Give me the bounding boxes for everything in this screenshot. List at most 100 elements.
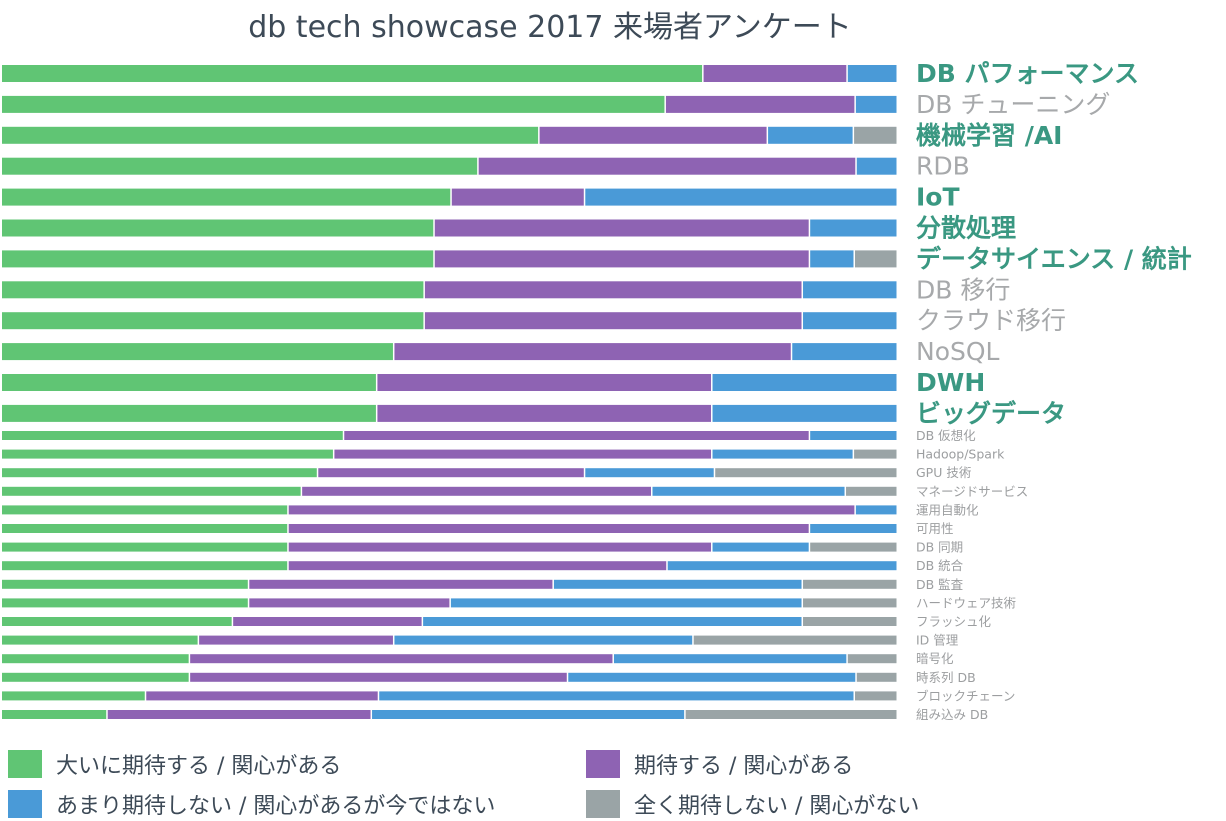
category-label: DB パフォーマンス — [916, 59, 1139, 88]
category-label: クラウド移行 — [916, 306, 1066, 335]
bar-segment — [2, 486, 301, 496]
category-label: ハードウェア技術 — [916, 595, 1016, 610]
category-label: 機械学習 /AI — [916, 121, 1063, 150]
category-label: 暗号化 — [916, 651, 954, 666]
bar-segment — [856, 157, 897, 175]
category-label: 時系列 DB — [916, 670, 976, 685]
bar-segment — [539, 126, 767, 144]
bar-segment — [803, 617, 897, 626]
bar-segment — [199, 635, 393, 645]
category-label: IoT — [916, 183, 960, 212]
bar-segment — [856, 672, 897, 682]
bar-segment — [2, 157, 478, 175]
bar-segment — [249, 598, 450, 608]
bar-segment — [810, 524, 897, 533]
bar-segment — [344, 431, 809, 440]
bar-segment — [146, 691, 378, 701]
bar-segment — [2, 505, 288, 515]
bar-segment — [2, 579, 248, 589]
category-label: GPU 技術 — [916, 465, 971, 480]
bar-segment — [2, 524, 288, 533]
bar-segment — [810, 431, 897, 440]
bar-segment — [2, 449, 333, 459]
bar-segment — [712, 449, 853, 459]
bar-segment — [434, 219, 809, 237]
bar-segment — [190, 672, 567, 682]
bar-segment — [451, 188, 584, 206]
bar-segment — [2, 598, 248, 608]
bar-segment — [107, 710, 371, 719]
bar-segment — [424, 312, 802, 330]
bar-segment — [2, 65, 703, 82]
bar-segment — [854, 250, 897, 268]
bar-segment — [377, 404, 712, 422]
bar-segment — [803, 312, 897, 330]
bar-segment — [693, 635, 897, 645]
legend-swatch-4 — [586, 790, 620, 818]
legend-label-4: 全く期待しない / 関心がない — [634, 794, 920, 819]
category-label: 組み込み DB — [916, 707, 988, 722]
bar-segment — [2, 404, 376, 422]
bar-segment — [847, 65, 897, 82]
category-label: マネージドサービス — [916, 484, 1028, 499]
bar-segment — [2, 126, 539, 144]
legend-item-1: 大いに期待する / 関心がある — [8, 748, 341, 780]
legend-label-3: あまり期待しない / 関心があるが今ではない — [56, 794, 496, 819]
category-label: Hadoop/Spark — [916, 447, 1005, 462]
bar-segment — [318, 468, 584, 478]
bar-segment — [715, 468, 897, 478]
bar-segment — [2, 188, 451, 206]
bar-segment — [190, 654, 613, 664]
bar-segment — [377, 374, 712, 391]
bar-segment — [2, 635, 198, 645]
bar-segment — [568, 672, 856, 682]
category-label: DB 統合 — [916, 558, 964, 573]
category-label: ブロックチェーン — [916, 688, 1015, 703]
category-label: 可用性 — [916, 521, 954, 536]
bar-segment — [2, 374, 376, 391]
category-label: データサイエンス / 統計 — [916, 244, 1192, 273]
bar-segment — [450, 598, 802, 608]
bar-segment — [854, 126, 897, 144]
bar-segment — [394, 635, 693, 645]
bar-segment — [394, 343, 791, 361]
category-label: 運用自動化 — [916, 502, 979, 517]
bar-segment — [2, 691, 145, 701]
category-label: DB 同期 — [916, 540, 963, 555]
category-label: 分散処理 — [916, 214, 1016, 243]
bar-segment — [712, 404, 897, 422]
bar-segment — [334, 449, 712, 459]
legend-swatch-1 — [8, 750, 42, 778]
bar-segment — [846, 486, 897, 496]
bar-segment — [2, 95, 665, 113]
bar-segment — [847, 654, 897, 664]
bar-segment — [810, 250, 854, 268]
category-label: DB チューニング — [916, 90, 1110, 119]
bar-segment — [423, 617, 802, 626]
bar-segment — [685, 710, 897, 719]
bar-segment — [302, 486, 651, 496]
bar-segment — [803, 598, 897, 608]
bar-segment — [372, 710, 685, 719]
bar-segment — [585, 188, 897, 206]
bar-segment — [810, 542, 897, 552]
bar-segment — [585, 468, 714, 478]
category-label: ビッグデータ — [916, 399, 1066, 428]
bar-segment — [613, 654, 847, 664]
bar-segment — [792, 343, 897, 361]
category-label: DB 監査 — [916, 577, 964, 592]
bar-segment — [703, 65, 847, 82]
bar-segment — [2, 343, 393, 361]
bar-segment — [424, 281, 802, 299]
bar-segment — [2, 312, 424, 330]
bar-segment — [379, 691, 854, 701]
bar-segment — [768, 126, 853, 144]
bar-segment — [810, 219, 897, 237]
bar-segment — [854, 449, 897, 459]
bar-segment — [288, 505, 855, 515]
chart-title: db tech showcase 2017 来場者アンケート — [248, 10, 852, 45]
bar-segment — [288, 561, 667, 571]
legend-item-4: 全く期待しない / 関心がない — [586, 788, 919, 820]
bar-segment — [667, 561, 897, 571]
